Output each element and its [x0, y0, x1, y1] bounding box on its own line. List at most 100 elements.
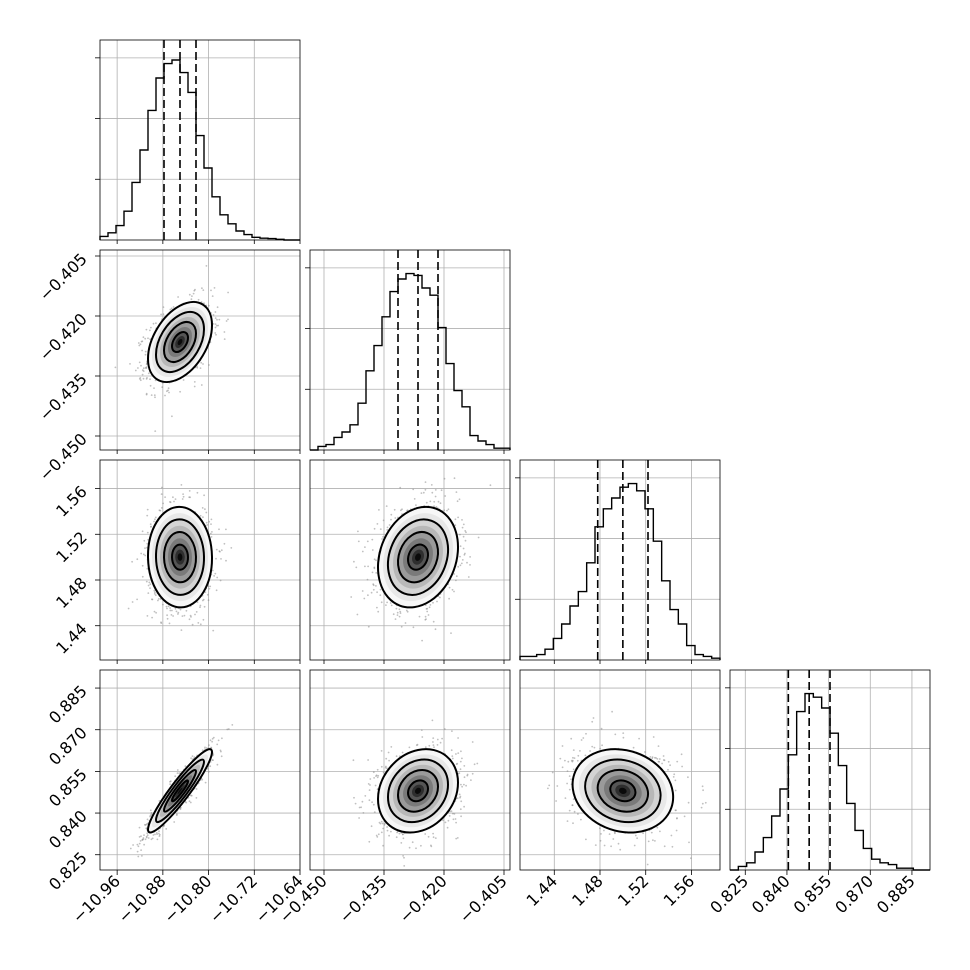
- scatter-point: [145, 580, 148, 583]
- scatter-point: [594, 844, 597, 846]
- scatter-point: [390, 518, 392, 521]
- scatter-point: [676, 817, 678, 820]
- scatter-point: [459, 545, 462, 548]
- scatter-point: [216, 576, 219, 579]
- scatter-point: [215, 324, 218, 327]
- scatter-point: [141, 349, 144, 352]
- scatter-point: [166, 390, 168, 393]
- scatter-point: [180, 484, 183, 486]
- scatter-point: [216, 318, 218, 321]
- scatter-point: [154, 591, 156, 594]
- scatter-point: [357, 540, 360, 543]
- scatter-point: [459, 564, 462, 567]
- scatter-point: [140, 364, 142, 367]
- scatter-point: [564, 759, 566, 762]
- scatter-point: [367, 594, 369, 597]
- scatter-point: [377, 610, 380, 613]
- scatter-point: [400, 842, 403, 844]
- scatter-point: [662, 755, 665, 757]
- y-tick-label: −0.420: [36, 309, 91, 364]
- scatter-point: [461, 519, 463, 521]
- scatter-frame: [309, 669, 511, 871]
- scatter-point: [200, 384, 203, 386]
- scatter-point: [212, 753, 215, 756]
- scatter-point: [369, 784, 371, 786]
- scatter-point: [461, 559, 464, 561]
- scatter-point: [210, 746, 213, 749]
- scatter-point: [680, 753, 683, 756]
- scatter-point: [473, 763, 476, 766]
- density-fill: [414, 787, 421, 794]
- scatter-point: [432, 601, 434, 604]
- scatter-point: [405, 609, 408, 612]
- scatter-point: [579, 750, 581, 752]
- scatter-point: [360, 806, 362, 809]
- scatter-point: [210, 523, 212, 525]
- scatter-point: [137, 855, 140, 858]
- scatter-point: [459, 760, 462, 763]
- scatter-point: [185, 801, 188, 804]
- x-tick-label: −0.405: [456, 871, 511, 926]
- scatter-point: [131, 560, 134, 563]
- scatter-point: [425, 501, 428, 504]
- scatter-point: [358, 817, 360, 819]
- scatter-point: [141, 530, 144, 533]
- scatter-point: [202, 289, 205, 291]
- scatter-point: [451, 588, 454, 591]
- scatter-point: [168, 391, 170, 394]
- scatter-point: [444, 495, 447, 497]
- x-tick-label: 0.840: [748, 871, 794, 917]
- x-tick-label: −10.72: [206, 871, 261, 926]
- contour-line: [170, 330, 189, 353]
- y-tick-label: 0.840: [45, 806, 91, 852]
- scatter-point: [439, 741, 442, 744]
- scatter-point: [139, 379, 142, 382]
- density-fill: [177, 553, 183, 561]
- scatter-point: [197, 298, 200, 301]
- scatter-point: [394, 517, 397, 519]
- scatter-point: [700, 806, 703, 809]
- scatter-point: [384, 822, 386, 825]
- scatter-point: [610, 845, 612, 848]
- scatter-point: [382, 771, 385, 774]
- scatter-point: [153, 387, 155, 389]
- scatter-point: [622, 732, 625, 734]
- scatter-point: [190, 757, 193, 760]
- scatter-point: [207, 585, 210, 587]
- scatter-point: [154, 833, 156, 836]
- scatter-point: [573, 757, 576, 759]
- scatter-point: [390, 604, 393, 607]
- scatter-point: [657, 760, 660, 763]
- scatter-point: [145, 835, 148, 838]
- scatter-point: [138, 344, 141, 347]
- scatter-point: [369, 778, 372, 780]
- scatter-point: [216, 306, 219, 309]
- scatter-point: [215, 589, 218, 592]
- scatter-point: [144, 367, 147, 369]
- scatter-point: [402, 855, 404, 857]
- scatter-point: [469, 564, 471, 566]
- scatter-point: [564, 797, 567, 799]
- scatter-point: [160, 313, 163, 316]
- scatter-point: [145, 363, 148, 366]
- scatter-point: [673, 773, 676, 776]
- scatter-point: [149, 814, 152, 817]
- scatter-point: [153, 394, 156, 397]
- scatter-point: [182, 493, 185, 495]
- scatter-point: [211, 737, 214, 740]
- scatter-point: [220, 549, 223, 552]
- scatter-point: [372, 584, 375, 587]
- scatter-point: [129, 847, 132, 850]
- scatter-point: [144, 838, 147, 841]
- scatter-point: [178, 772, 181, 774]
- scatter-point: [456, 837, 459, 839]
- scatter-point: [150, 326, 152, 329]
- scatter-point: [551, 771, 554, 774]
- contour-line: [154, 310, 205, 373]
- scatter-point: [371, 801, 373, 804]
- scatter-point: [146, 818, 149, 821]
- scatter-point: [431, 491, 434, 494]
- scatter-point: [420, 492, 423, 494]
- scatter-point: [463, 765, 466, 767]
- scatter-point: [455, 763, 458, 766]
